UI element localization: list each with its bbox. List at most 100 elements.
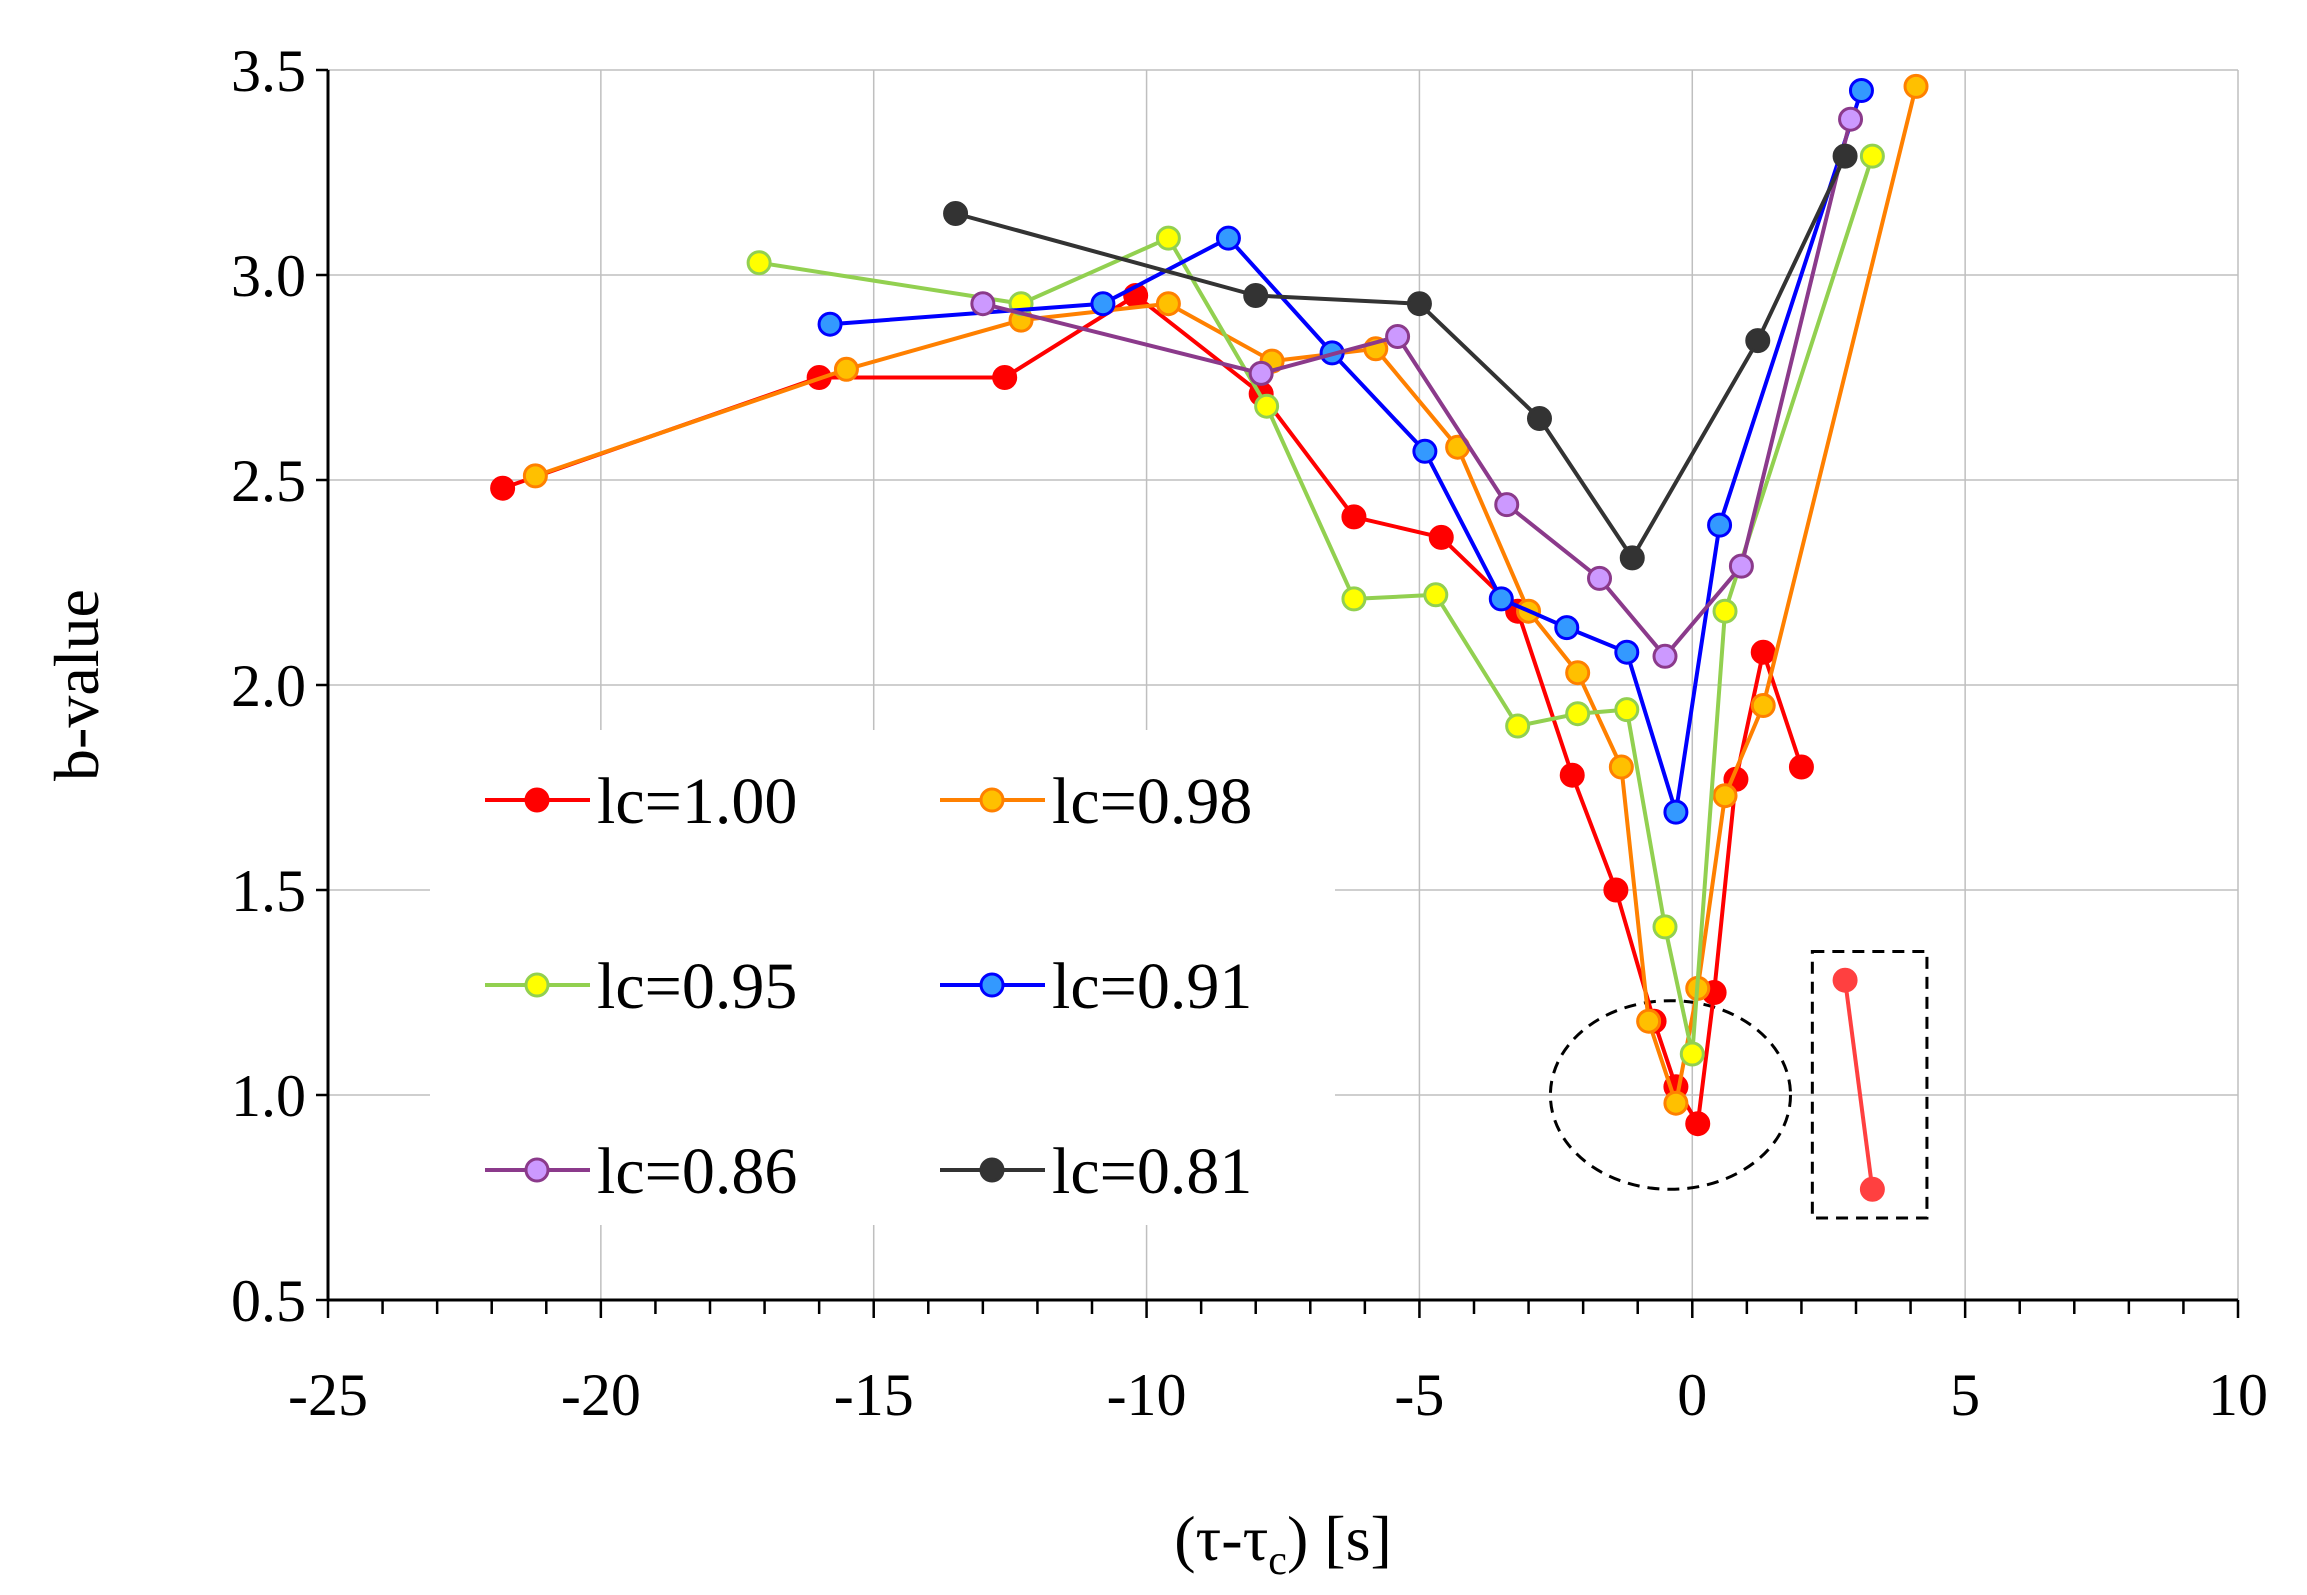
legend-entry-0: lc=1.00 <box>485 765 797 838</box>
data-point-s5-p1 <box>1248 360 1274 386</box>
data-point-s0-p0 <box>490 475 516 501</box>
legend-label-1: lc=0.98 <box>1052 765 1252 838</box>
data-point-s0-p8 <box>1559 762 1585 788</box>
legend-label-2: lc=0.95 <box>597 950 797 1023</box>
data-point-s2-p9 <box>1608 754 1634 780</box>
data-point-s3-p7 <box>1565 701 1591 727</box>
legend-swatch-marker-0 <box>524 787 550 813</box>
data-point-s2-p3 <box>1155 291 1181 317</box>
data-point-s5-p6 <box>1728 553 1754 579</box>
data-point-s2-p10 <box>1636 1008 1662 1034</box>
data-point-s3-p2 <box>1155 225 1181 251</box>
data-point-s2-p8 <box>1565 660 1591 686</box>
data-point-s4-p9 <box>1707 512 1733 538</box>
series-layer <box>490 73 1929 1202</box>
series-6 <box>943 143 1858 571</box>
data-point-s2-p1 <box>833 356 859 382</box>
data-point-s2-p15 <box>1903 73 1929 99</box>
series-3 <box>746 143 1885 1067</box>
x-tick-label-3: -10 <box>1107 1362 1187 1428</box>
data-point-s6-p5 <box>1745 328 1771 354</box>
y-tick-label-4: 2.5 <box>231 448 306 514</box>
x-axis-title-tail: ) [s] <box>1287 1503 1392 1574</box>
data-point-s3-p8 <box>1614 697 1640 723</box>
x-axis-title-subscript: c <box>1268 1538 1287 1584</box>
data-point-s4-p5 <box>1488 586 1514 612</box>
legend-swatch-marker-5 <box>979 1157 1005 1183</box>
data-point-s6-p2 <box>1406 291 1432 317</box>
data-point-s3-p6 <box>1505 713 1531 739</box>
legend-entry-3: lc=0.91 <box>940 950 1252 1023</box>
legend-background <box>430 730 1335 1225</box>
data-point-s4-p7 <box>1614 639 1640 665</box>
y-axis-title: b-value <box>41 589 112 781</box>
legend-entry-2: lc=0.95 <box>485 950 797 1023</box>
data-point-s2-p13 <box>1712 783 1738 809</box>
x-tick-label-5: 0 <box>1677 1362 1707 1428</box>
data-point-s5-p7 <box>1838 106 1864 132</box>
data-point-s4-p8 <box>1663 799 1689 825</box>
legend-label-0: lc=1.00 <box>597 765 797 838</box>
legend-label-5: lc=0.81 <box>1052 1135 1252 1208</box>
y-tick-label-1: 1.0 <box>231 1063 306 1129</box>
data-point-s6-p6 <box>1832 143 1858 169</box>
y-tick-label-6: 3.5 <box>231 38 306 104</box>
data-point-s1-p0 <box>1832 967 1858 993</box>
data-point-s2-p0 <box>522 463 548 489</box>
y-tick-label-5: 3.0 <box>231 243 306 309</box>
y-tick-label-0: 0.5 <box>231 1268 306 1334</box>
data-point-s2-p14 <box>1750 693 1776 718</box>
legend-label-4: lc=0.86 <box>597 1135 797 1208</box>
dashed-rectangle-annotation <box>1810 950 1929 1220</box>
x-tick-label-7: 10 <box>2208 1362 2268 1428</box>
data-point-s3-p12 <box>1859 143 1885 169</box>
data-point-s3-p9 <box>1652 914 1678 940</box>
legend-entry-5: lc=0.81 <box>940 1135 1252 1208</box>
data-point-s3-p5 <box>1423 582 1449 608</box>
data-point-s5-p0 <box>970 291 996 317</box>
series-4 <box>817 78 1874 825</box>
legend-swatch-marker-2 <box>524 972 550 998</box>
x-axis-title: (τ-τc) [s] <box>1174 1503 1392 1584</box>
data-point-s1-p1 <box>1859 1176 1885 1202</box>
series-1 <box>1832 967 1885 1202</box>
data-point-s5-p5 <box>1652 643 1678 669</box>
data-point-s0-p15 <box>1750 639 1776 665</box>
data-point-s0-p6 <box>1428 524 1454 550</box>
legend-swatch-marker-4 <box>524 1157 550 1183</box>
y-axis-ticks: 0.5 1.0 1.5 2.0 2.5 3.0 3.5 <box>231 38 328 1334</box>
dashed-ellipse-annotation <box>1548 999 1793 1191</box>
data-point-s4-p0 <box>817 311 843 337</box>
data-point-s5-p4 <box>1587 565 1613 591</box>
data-point-s4-p2 <box>1215 225 1241 251</box>
data-point-s6-p3 <box>1526 406 1552 431</box>
x-tick-label-2: -15 <box>834 1362 914 1428</box>
data-point-s3-p3 <box>1254 393 1280 419</box>
legend-entry-1: lc=0.98 <box>940 765 1252 838</box>
data-point-s3-p4 <box>1341 586 1367 612</box>
data-point-s6-p1 <box>1243 283 1269 308</box>
data-point-s5-p2 <box>1385 324 1411 349</box>
data-point-s4-p6 <box>1554 615 1580 641</box>
y-tick-label-3: 2.0 <box>231 653 306 719</box>
data-point-s6-p0 <box>943 201 969 226</box>
legend-swatch-marker-3 <box>979 972 1005 998</box>
series-5 <box>970 106 1864 669</box>
data-point-s4-p10 <box>1848 78 1874 103</box>
data-point-s2-p11 <box>1663 1090 1689 1116</box>
x-axis-ticks: -25 -20 -15 -10 -5 0 5 10 <box>288 1300 2268 1428</box>
x-tick-label-1: -20 <box>561 1362 641 1428</box>
x-tick-label-4: -5 <box>1394 1362 1444 1428</box>
legend: lc=1.00 lc=0.98 lc=0.95 lc=0.91 lc=0.86 lc=0.… <box>485 765 1252 1208</box>
y-tick-label-2: 1.5 <box>231 858 306 924</box>
data-point-s5-p3 <box>1494 492 1520 518</box>
legend-entry-4: lc=0.86 <box>485 1135 797 1208</box>
data-point-s4-p4 <box>1412 438 1438 464</box>
data-point-s3-p11 <box>1712 598 1738 624</box>
series-line-1 <box>1843 979 1875 1190</box>
data-point-s0-p16 <box>1788 754 1814 780</box>
data-point-s0-p9 <box>1603 877 1629 903</box>
series-line-5 <box>982 118 1853 659</box>
x-tick-label-0: -25 <box>288 1362 368 1428</box>
